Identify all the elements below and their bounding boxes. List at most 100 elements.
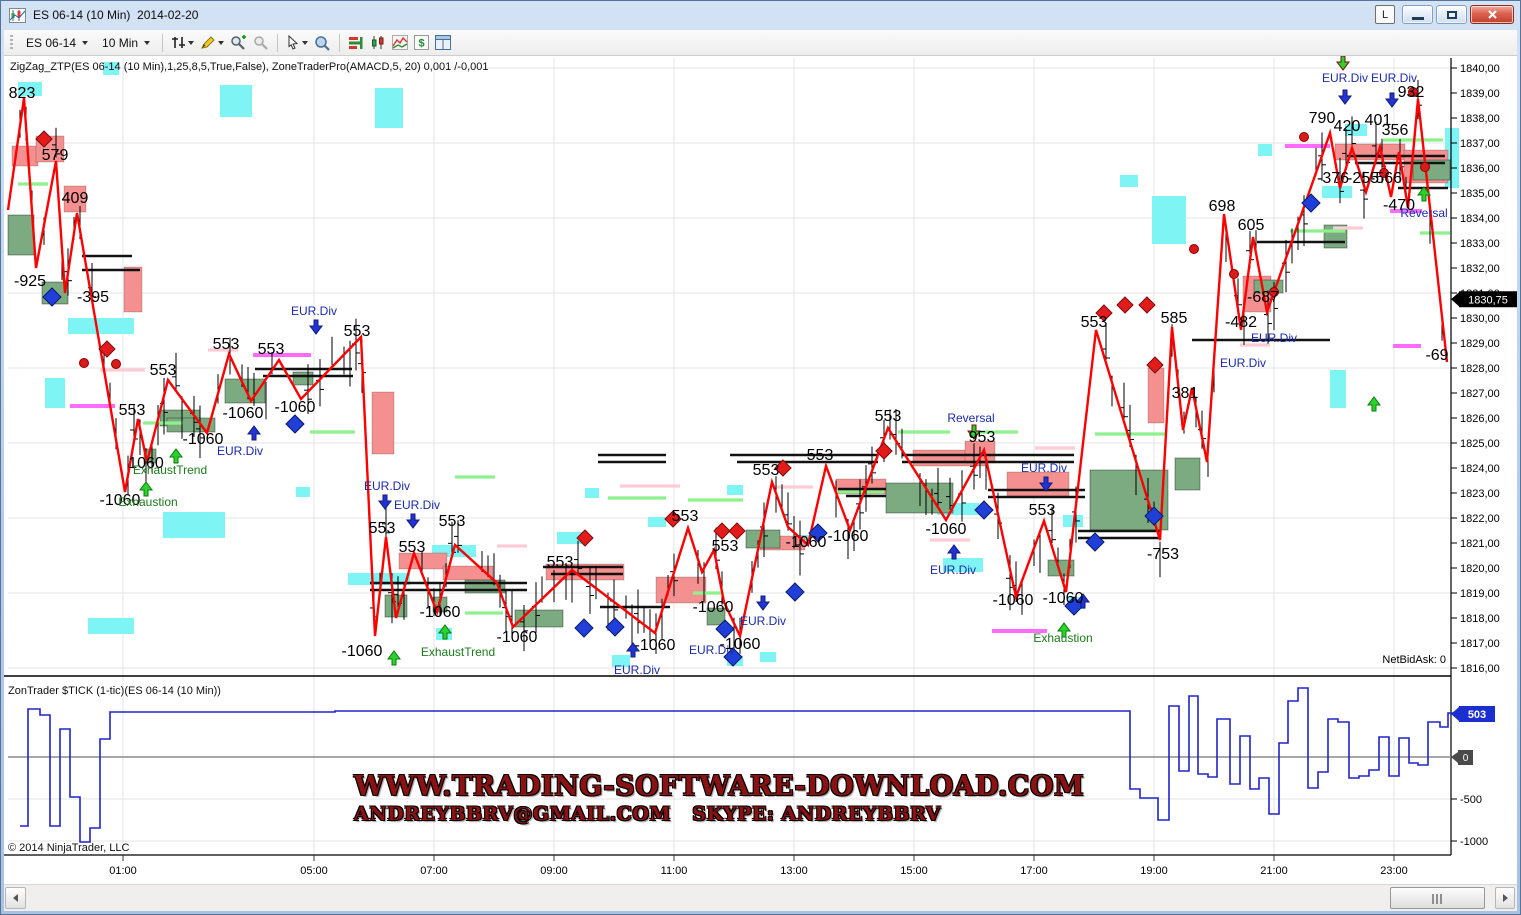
price-axis-label: 1827,00 [1460, 388, 1500, 400]
liquidity-box [648, 517, 666, 527]
sell-zone-box [63, 185, 87, 213]
zigzag-value-label: 553 [258, 341, 285, 358]
zoom-in-button[interactable] [227, 32, 250, 54]
liquidity-box [1258, 144, 1272, 156]
zigzag-value-label: 553 [119, 402, 146, 419]
zigzag-value-label: -482 [1225, 314, 1257, 331]
tick-axis-label: -1000 [1460, 836, 1488, 848]
price-axis-label: 1835,00 [1460, 188, 1500, 200]
zigzag-value-label: 553 [213, 336, 240, 353]
price-axis-label: 1837,00 [1460, 138, 1500, 150]
liquidity-box [1345, 124, 1367, 136]
zigzag-value-label: -1060 [828, 528, 869, 545]
liquidity-box [163, 512, 225, 538]
line-chart-button[interactable] [389, 32, 411, 54]
tick-zero-badge-arrow [1451, 752, 1458, 763]
trend-signal-label: Exhaustion [1033, 631, 1092, 645]
signal-label: EUR.Div [364, 479, 410, 493]
blue-diamond-marker [1301, 193, 1321, 213]
maximize-button[interactable] [1436, 5, 1467, 24]
right-arrow-icon [1502, 894, 1508, 902]
zoom-out-button[interactable] [250, 32, 272, 54]
green-up-arrow-marker [1417, 186, 1431, 202]
red-diamond-marker [875, 442, 893, 460]
zigzag-value-label: 553 [150, 362, 177, 379]
volume-bars-button[interactable] [345, 32, 367, 54]
toolbar-grip[interactable] [10, 34, 13, 51]
zigzag-value-label: 553 [547, 554, 574, 571]
dollar-button[interactable]: $ [411, 32, 432, 54]
svg-text:$: $ [419, 38, 425, 50]
data-box-button[interactable] [311, 32, 334, 54]
blue-up-arrow-marker [1076, 593, 1090, 609]
zigzag-value-label: 579 [42, 147, 69, 164]
liquidity-box [88, 618, 134, 634]
scrollbar-thumb[interactable] [1390, 887, 1485, 909]
liquidity-box [727, 485, 743, 495]
time-axis-label: 05:00 [300, 865, 328, 877]
red-dot-marker [1420, 162, 1430, 172]
red-dot-marker [1269, 287, 1279, 297]
trend-signal-label: ExhaustTrend [133, 463, 207, 477]
signal-label: EUR.Div [689, 643, 735, 657]
instrument-label: ES 06-14 [26, 35, 77, 50]
blue-up-arrow-marker [626, 642, 640, 658]
cursor-button[interactable] [283, 32, 311, 54]
zigzag-value-label: -1060 [223, 405, 264, 422]
left-arrow-icon [13, 894, 18, 902]
buy-zone-box [292, 371, 314, 386]
tick-last-value: 503 [1468, 709, 1486, 721]
window-titlebar[interactable]: ES 06-14 (10 Min) 2014-02-20 L [0, 0, 1521, 30]
price-axis-label: 1823,00 [1460, 488, 1500, 500]
price-axis-label: 1824,00 [1460, 463, 1500, 475]
red-dot-marker [1379, 168, 1389, 178]
time-axis-label: 07:00 [420, 865, 448, 877]
link-button[interactable]: L [1375, 5, 1395, 24]
line-chart-icon [392, 35, 409, 50]
liquidity-box [1330, 370, 1346, 408]
blue-diamond-marker [785, 582, 805, 602]
signal-label: Reversal [1400, 206, 1447, 220]
zigzag-value-label: -1060 [720, 636, 761, 653]
red-diamond-marker [98, 340, 116, 358]
green-up-arrow-marker [438, 624, 452, 640]
time-axis-label: 13:00 [780, 865, 808, 877]
zigzag-value-label: 381 [1172, 385, 1199, 402]
price-axis-label: 1832,00 [1460, 263, 1500, 275]
price-axis-label: 1820,00 [1460, 563, 1500, 575]
blue-diamond-marker [723, 647, 743, 667]
instrument-selector[interactable]: ES 06-14 [19, 33, 95, 53]
candlestick-button[interactable] [367, 32, 389, 54]
green-up-arrow-marker [387, 650, 401, 666]
interval-selector[interactable]: 10 Min [95, 33, 157, 53]
chevron-down-icon [82, 40, 89, 45]
price-axis-label: 1829,00 [1460, 338, 1500, 350]
red-diamond-marker [1138, 296, 1156, 314]
horizontal-scrollbar[interactable] [4, 884, 1517, 911]
signal-label: EUR.Div [394, 498, 440, 512]
zigzag-value-label: -1060 [183, 431, 224, 448]
signal-label: Reversal [947, 411, 994, 425]
liquidity-box [760, 652, 776, 662]
signal-label: EUR.Div [614, 663, 660, 677]
zoom-out-icon [254, 35, 268, 50]
chart-style-button[interactable] [168, 32, 197, 54]
blue-down-arrow-marker [1338, 89, 1352, 105]
scroll-left-button[interactable] [5, 887, 26, 909]
blue-down-arrow-marker [1385, 92, 1399, 108]
close-button[interactable] [1470, 5, 1514, 24]
scroll-right-button[interactable] [1495, 887, 1515, 909]
panel-grid-button[interactable] [432, 32, 454, 54]
zigzag-value-label: 553 [807, 447, 834, 464]
sell-zone-box [1147, 367, 1165, 424]
price-axis-label: 1836,00 [1460, 163, 1500, 175]
chart-canvas[interactable]: 823579409-925-395553553-1060553-1060553-… [4, 55, 1517, 884]
minimize-button[interactable] [1402, 5, 1433, 24]
zigzag-value-label: -1060 [420, 604, 461, 621]
blue-diamond-marker [715, 619, 735, 639]
toolbar-separator [162, 33, 164, 52]
time-axis-label: 15:00 [900, 865, 928, 877]
time-axis-label: 23:00 [1380, 865, 1408, 877]
price-axis-label: 1838,00 [1460, 113, 1500, 125]
drawing-tools-button[interactable] [197, 32, 227, 54]
